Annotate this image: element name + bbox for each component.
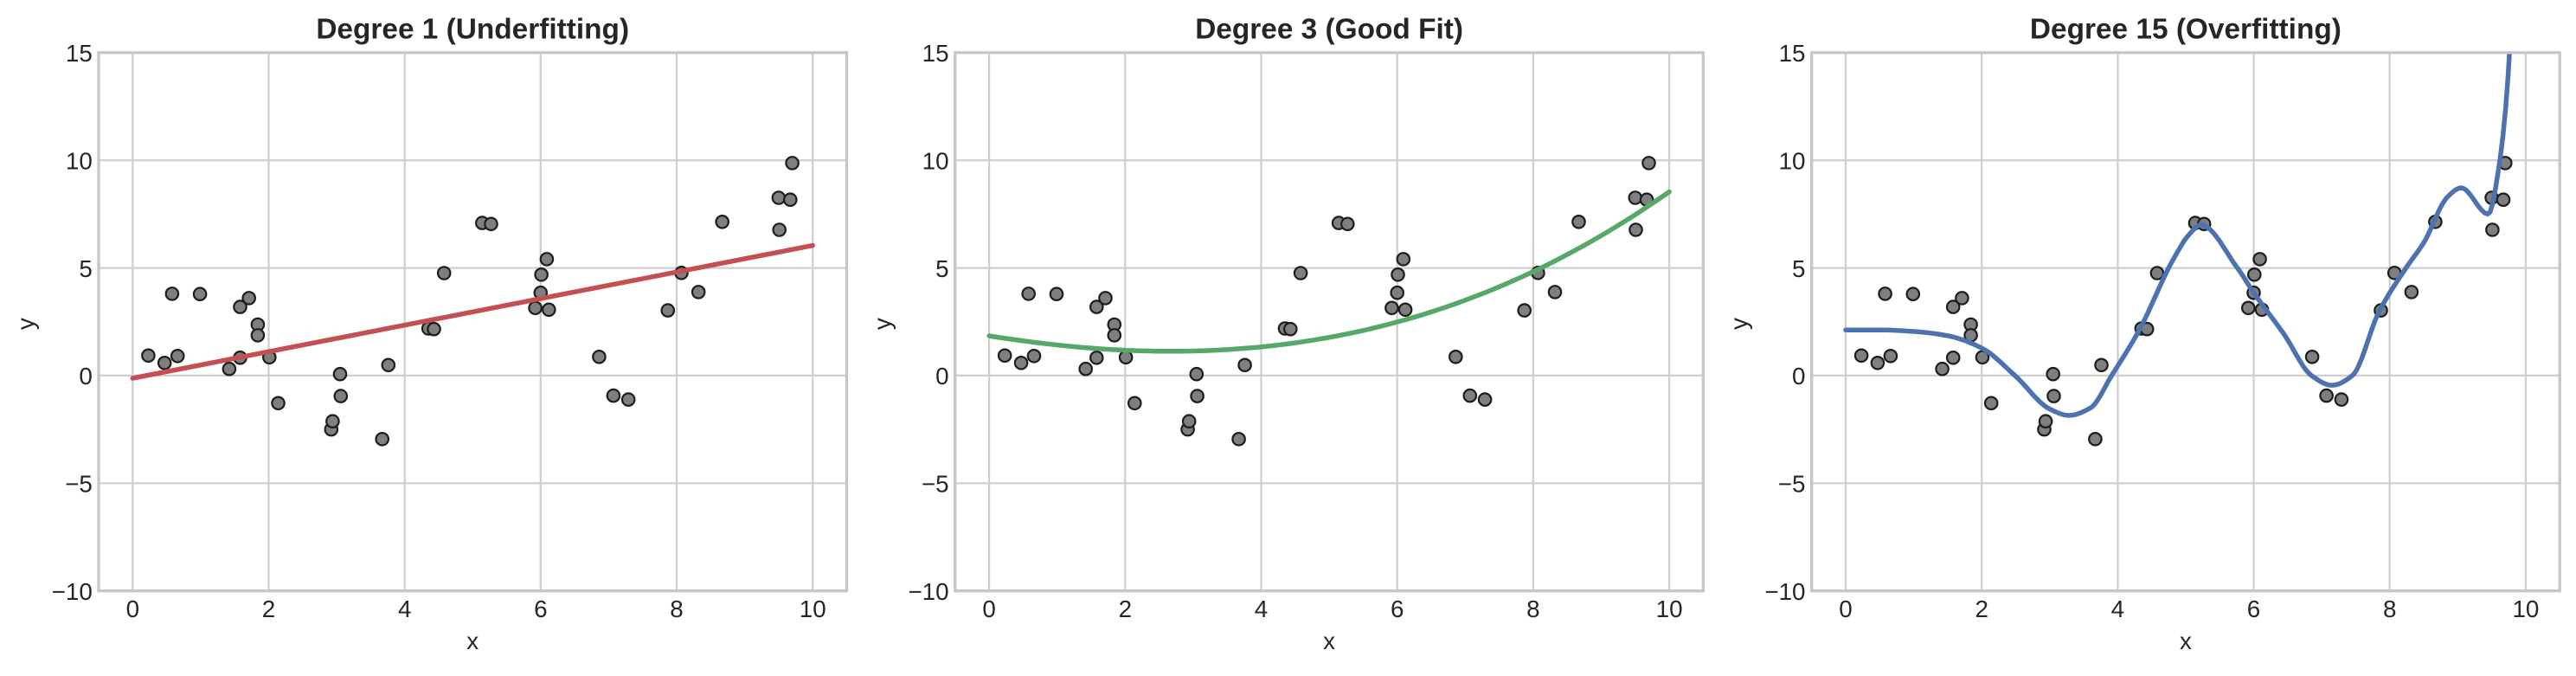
svg-text:2: 2 bbox=[1975, 596, 1988, 622]
svg-text:5: 5 bbox=[935, 255, 948, 282]
svg-text:4: 4 bbox=[2111, 596, 2124, 622]
svg-text:0: 0 bbox=[1792, 363, 1805, 390]
svg-text:y: y bbox=[12, 318, 39, 330]
svg-text:Degree 1 (Underfitting): Degree 1 (Underfitting) bbox=[316, 13, 629, 45]
svg-text:0: 0 bbox=[935, 363, 948, 390]
svg-text:5: 5 bbox=[79, 255, 92, 282]
svg-text:5: 5 bbox=[1792, 255, 1805, 282]
svg-text:0: 0 bbox=[79, 363, 92, 390]
svg-text:y: y bbox=[1725, 318, 1752, 330]
svg-text:x: x bbox=[1323, 628, 1335, 654]
svg-text:−10: −10 bbox=[908, 578, 948, 605]
svg-text:y: y bbox=[869, 318, 896, 330]
svg-text:15: 15 bbox=[66, 40, 93, 67]
svg-text:8: 8 bbox=[2383, 596, 2396, 622]
svg-text:8: 8 bbox=[1526, 596, 1539, 622]
svg-text:4: 4 bbox=[398, 596, 411, 622]
svg-text:2: 2 bbox=[1119, 596, 1132, 622]
svg-text:10: 10 bbox=[1656, 596, 1683, 622]
svg-text:4: 4 bbox=[1255, 596, 1268, 622]
svg-text:0: 0 bbox=[126, 596, 139, 622]
svg-text:6: 6 bbox=[2247, 596, 2260, 622]
svg-text:x: x bbox=[2180, 628, 2192, 654]
svg-text:6: 6 bbox=[534, 596, 547, 622]
svg-text:−5: −5 bbox=[65, 471, 93, 498]
svg-text:0: 0 bbox=[982, 596, 995, 622]
svg-text:0: 0 bbox=[1839, 596, 1852, 622]
svg-text:−10: −10 bbox=[1764, 578, 1805, 605]
svg-text:Degree 15 (Overfitting): Degree 15 (Overfitting) bbox=[2030, 13, 2342, 45]
svg-text:−5: −5 bbox=[922, 471, 949, 498]
svg-text:15: 15 bbox=[1779, 40, 1806, 67]
svg-text:10: 10 bbox=[2512, 596, 2539, 622]
svg-text:−10: −10 bbox=[52, 578, 93, 605]
svg-text:2: 2 bbox=[262, 596, 275, 622]
svg-text:10: 10 bbox=[922, 147, 949, 174]
svg-text:10: 10 bbox=[800, 596, 826, 622]
svg-text:10: 10 bbox=[1779, 147, 1806, 174]
svg-text:15: 15 bbox=[922, 40, 949, 67]
svg-text:Degree 3 (Good Fit): Degree 3 (Good Fit) bbox=[1195, 13, 1463, 45]
svg-text:6: 6 bbox=[1391, 596, 1404, 622]
svg-text:x: x bbox=[466, 628, 479, 654]
svg-text:10: 10 bbox=[66, 147, 93, 174]
svg-text:8: 8 bbox=[670, 596, 683, 622]
svg-text:−5: −5 bbox=[1778, 471, 1806, 498]
